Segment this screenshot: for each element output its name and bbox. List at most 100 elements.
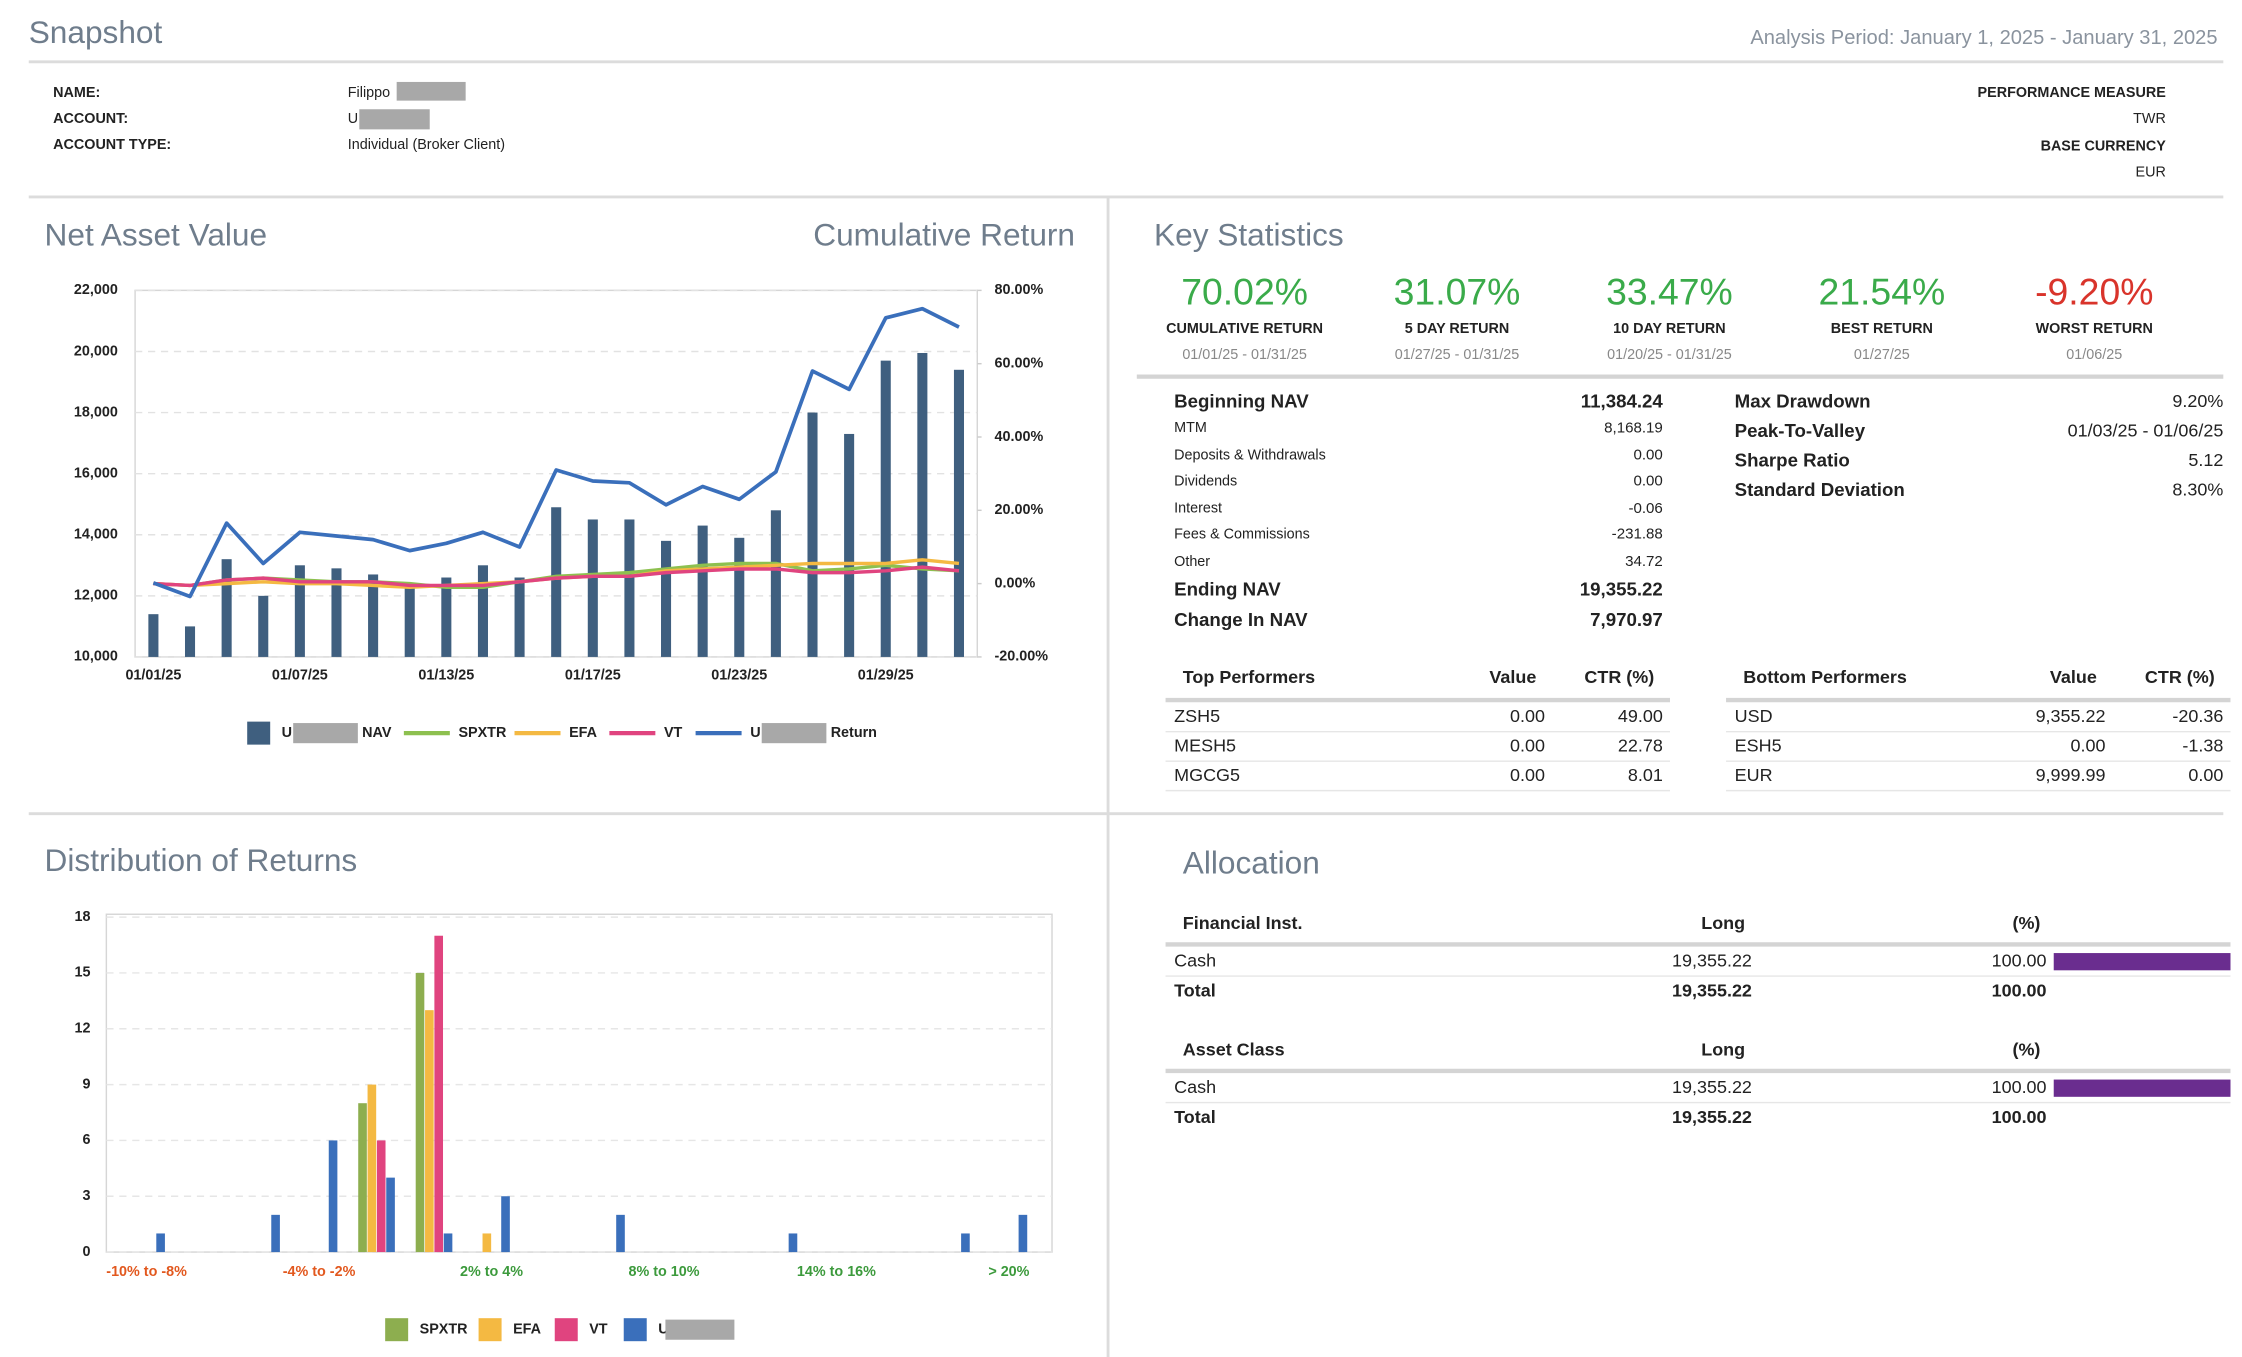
nav-bar xyxy=(734,537,745,657)
histogram-bar xyxy=(1018,1214,1028,1253)
x-tick-label: 01/23/25 xyxy=(711,667,767,683)
histogram-bar xyxy=(443,1233,453,1253)
nav-label: Fees & Commissions xyxy=(1174,527,1310,543)
nav-bar xyxy=(917,352,928,657)
nav-bar xyxy=(880,360,891,657)
total-cell: Total xyxy=(1174,1107,1216,1127)
stat-value: -9.20% xyxy=(2035,271,2153,313)
nav-bar xyxy=(624,519,635,657)
nav-bar xyxy=(258,595,269,657)
stat-label: 10 DAY RETURN xyxy=(1613,321,1726,337)
legend-label: EFA xyxy=(513,1321,541,1337)
table-cell: 8.01 xyxy=(1628,765,1663,785)
table-cell: -20.36 xyxy=(2172,706,2223,726)
x-tick-label: 01/01/25 xyxy=(125,667,181,683)
table-cell: MGCG5 xyxy=(1174,765,1240,785)
table-cell: 100.00 xyxy=(1992,950,2047,970)
allocation-bar xyxy=(2053,953,2231,971)
field-label: BASE CURRENCY xyxy=(2041,138,2167,154)
table-cell: USD xyxy=(1735,706,1773,726)
stat-period: 01/20/25 - 01/31/25 xyxy=(1607,347,1732,363)
legend-label: NAV xyxy=(362,725,392,741)
table-header: Bottom Performers xyxy=(1743,667,1907,687)
stat-label: BEST RETURN xyxy=(1831,321,1933,337)
histogram-bar xyxy=(788,1233,798,1253)
table-header: (%) xyxy=(2012,1040,2040,1060)
nav-value: 11,384.24 xyxy=(1581,390,1664,411)
table-cell: Cash xyxy=(1174,950,1216,970)
stat-period: 01/27/25 xyxy=(1854,347,1910,363)
nav-bar xyxy=(844,433,855,657)
total-cell: 19,355.22 xyxy=(1672,1107,1752,1127)
histogram-bar xyxy=(376,1140,386,1253)
nav-value: 19,355.22 xyxy=(1580,579,1663,600)
field-value: Filippo xyxy=(348,85,390,101)
section-title: Key Statistics xyxy=(1154,217,1344,253)
y-tick-label: 12,000 xyxy=(74,588,118,604)
nav-bar xyxy=(807,412,818,657)
nav-bar xyxy=(551,507,562,657)
legend-label: U xyxy=(658,1321,668,1337)
x-tick-label: 01/07/25 xyxy=(272,667,328,683)
stat-value: 70.02% xyxy=(1181,271,1308,313)
nav-value: 0.00 xyxy=(1633,473,1662,490)
table-cell: ZSH5 xyxy=(1174,706,1220,726)
plot-frame xyxy=(105,913,1053,1253)
histogram-bar xyxy=(434,935,444,1253)
x-tick-label: 01/13/25 xyxy=(418,667,474,683)
nav-value: 8,168.19 xyxy=(1604,419,1663,436)
chart-title: Net Asset Value xyxy=(45,217,268,253)
stat-label: WORST RETURN xyxy=(2036,321,2153,337)
nav-value: 34.72 xyxy=(1625,553,1663,570)
table-header: Financial Inst. xyxy=(1183,913,1303,933)
nav-bar xyxy=(221,559,232,657)
table-header: Value xyxy=(1489,667,1536,687)
y2-tick-label: 40.00% xyxy=(995,429,1044,445)
histogram-bar xyxy=(156,1233,165,1253)
total-cell: 100.00 xyxy=(1992,981,2047,1001)
nav-value: 7,970.97 xyxy=(1590,609,1663,630)
section-title: Allocation xyxy=(1183,845,1320,881)
risk-value: 5.12 xyxy=(2188,450,2223,470)
table-cell: 0.00 xyxy=(2071,736,2106,756)
histogram-bar xyxy=(616,1214,625,1253)
nav-bar xyxy=(953,369,965,657)
y-tick-label: 18 xyxy=(75,909,91,925)
total-cell: 100.00 xyxy=(1992,1107,2047,1127)
nav-label: Deposits & Withdrawals xyxy=(1174,447,1326,463)
nav-bar xyxy=(148,614,159,657)
field-label: NAME: xyxy=(53,85,100,101)
series-line xyxy=(152,306,960,599)
y2-tick-label: 60.00% xyxy=(995,355,1044,371)
chart-title: Distribution of Returns xyxy=(45,842,358,878)
x-tick-label: -10% to -8% xyxy=(106,1264,187,1280)
risk-label: Max Drawdown xyxy=(1735,390,1871,411)
y-tick-label: 16,000 xyxy=(74,465,118,481)
nav-label: Beginning NAV xyxy=(1174,390,1309,411)
page-title: Snapshot xyxy=(29,14,163,50)
field-label: PERFORMANCE MEASURE xyxy=(1978,85,2167,101)
redaction xyxy=(293,723,358,744)
field-value: U xyxy=(348,111,358,127)
legend-label: VT xyxy=(664,725,683,741)
table-header: Top Performers xyxy=(1183,667,1315,687)
table-cell: 9,999.99 xyxy=(2036,765,2106,785)
y-tick-label: 20,000 xyxy=(74,343,118,359)
table-cell: -1.38 xyxy=(2182,736,2223,756)
x-tick-label: 2% to 4% xyxy=(460,1264,523,1280)
table-cell: 9,355.22 xyxy=(2036,706,2106,726)
nav-label: Dividends xyxy=(1174,473,1237,489)
table-header: Asset Class xyxy=(1183,1040,1285,1060)
nav-label: Other xyxy=(1174,554,1210,570)
y-tick-label: 14,000 xyxy=(74,527,118,543)
legend-swatch xyxy=(385,1318,409,1342)
redaction xyxy=(396,81,466,101)
histogram-bar xyxy=(271,1214,280,1253)
series-line xyxy=(153,565,960,588)
x-tick-label: 14% to 16% xyxy=(797,1264,876,1280)
risk-label: Sharpe Ratio xyxy=(1735,449,1850,470)
y-tick-label: 10,000 xyxy=(74,649,118,665)
nav-bar xyxy=(477,565,488,657)
nav-bar xyxy=(514,577,525,657)
